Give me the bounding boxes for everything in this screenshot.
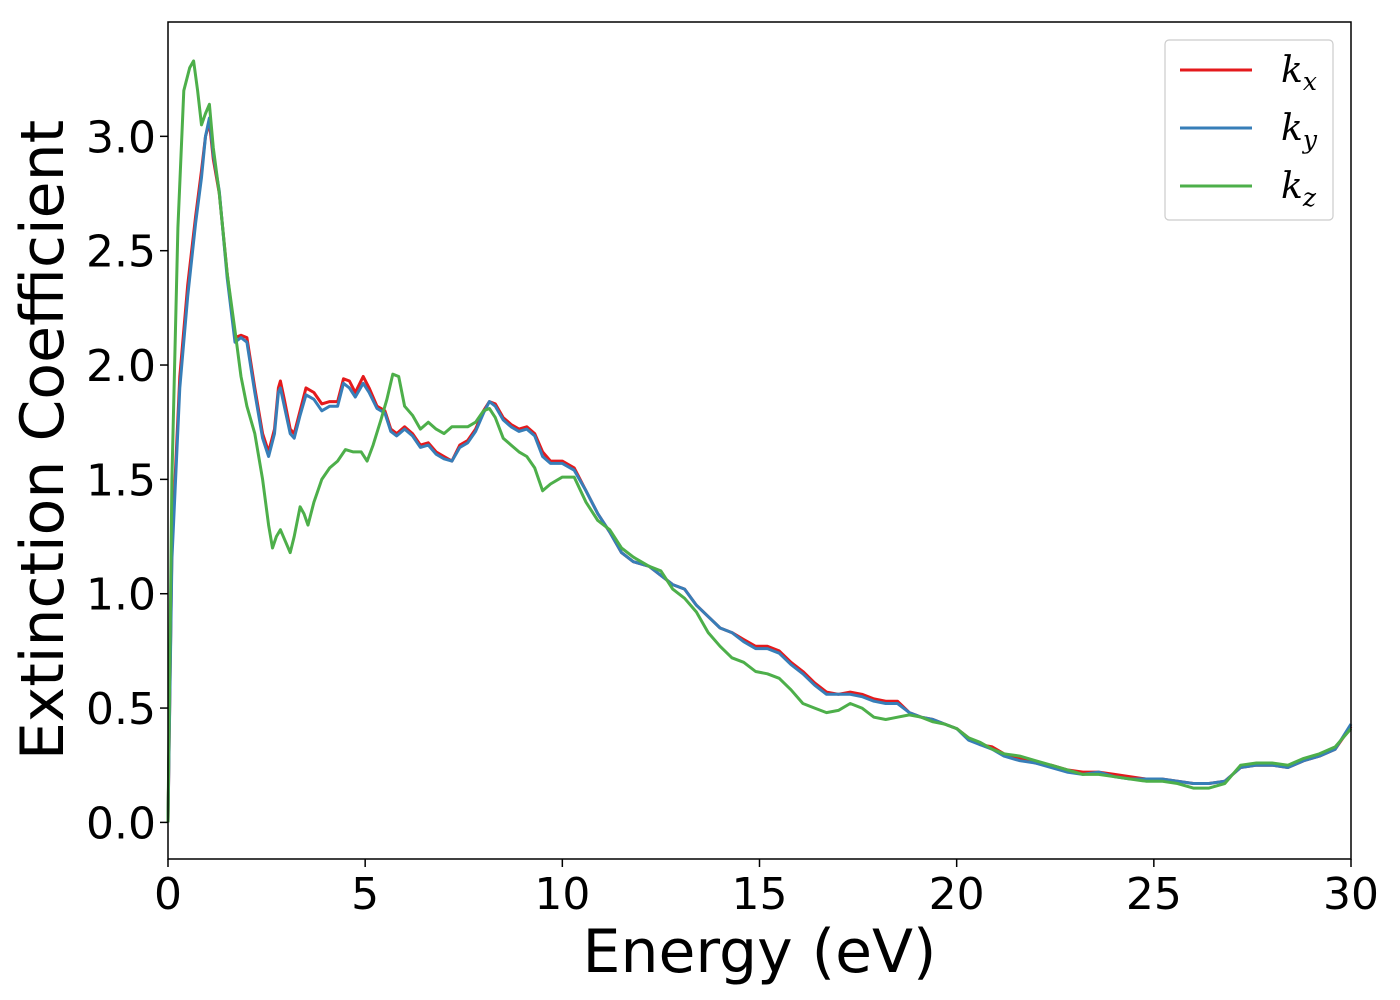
x-tick-label: 15 xyxy=(732,869,788,920)
series-line-k-y xyxy=(166,116,1353,823)
x-tick-label: 10 xyxy=(534,869,590,920)
y-tick-label: 2.5 xyxy=(86,227,156,278)
y-axis-label: Extinction Coefficient xyxy=(8,120,78,760)
series-line-k-z xyxy=(166,59,1353,823)
x-tick-label: 5 xyxy=(351,869,379,920)
legend-label-k-x: kx xyxy=(1281,50,1317,96)
y-tick-label: 1.5 xyxy=(86,455,156,506)
x-tick-label: 25 xyxy=(1126,869,1182,920)
x-tick-label: 0 xyxy=(154,869,182,920)
y-axis: 0.0 0.5 1.0 1.5 2.0 2.5 3.0 xyxy=(86,112,168,849)
y-tick-label: 0.0 xyxy=(86,798,156,849)
x-tick-label: 30 xyxy=(1323,869,1379,920)
x-axis: 0 5 10 15 20 25 30 xyxy=(154,859,1379,920)
y-tick-label: 1.0 xyxy=(86,570,156,621)
series-layer xyxy=(166,59,1353,823)
y-tick-label: 0.5 xyxy=(86,684,156,735)
legend: kx ky kz xyxy=(1164,39,1334,221)
x-axis-label: Energy (eV) xyxy=(583,917,937,987)
x-tick-label: 20 xyxy=(929,869,985,920)
legend-label-k-y: ky xyxy=(1281,108,1318,154)
y-tick-label: 2.0 xyxy=(86,341,156,392)
legend-label-k-z: kz xyxy=(1281,166,1317,212)
y-tick-label: 3.0 xyxy=(86,112,156,163)
legend-box xyxy=(1164,39,1334,221)
